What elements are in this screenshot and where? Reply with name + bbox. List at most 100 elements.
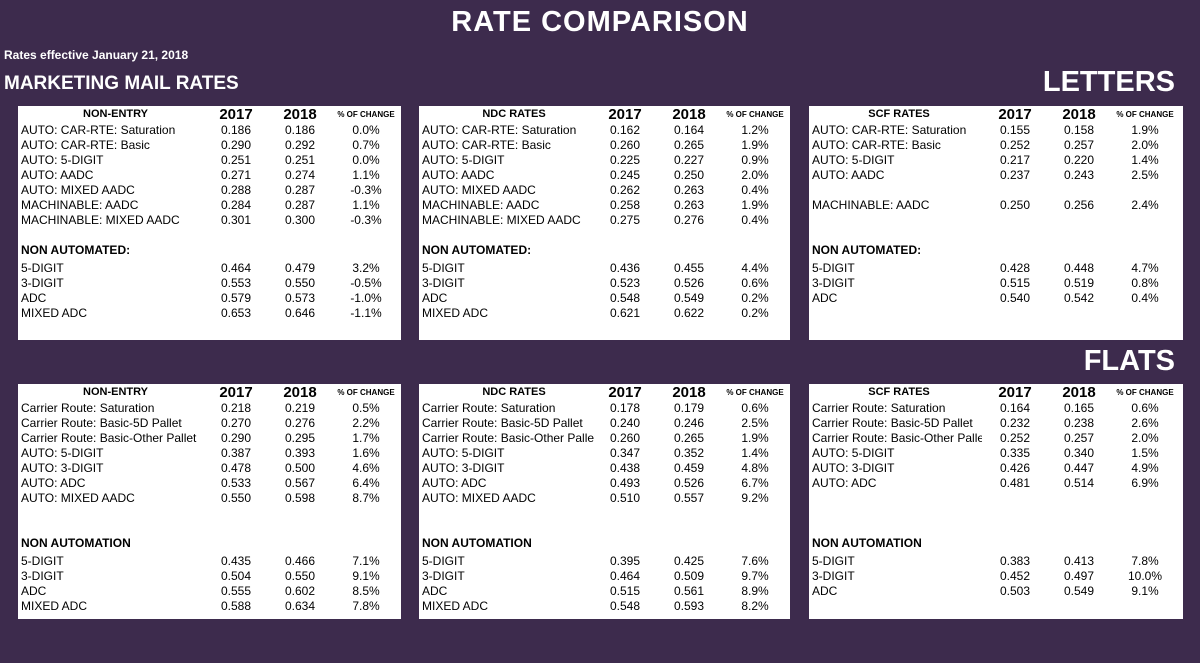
table-row: Carrier Route: Basic-5D Pallet 0.270 0.276…: [18, 416, 401, 431]
row-label: AUTO: ADC: [21, 476, 86, 490]
year-2017-header: 2017: [608, 384, 642, 401]
value-2017: 0.653: [220, 306, 252, 320]
percent-change: 4.8%: [741, 461, 769, 475]
percent-change: 1.2%: [741, 123, 769, 137]
value-2017: 0.438: [609, 461, 641, 475]
value-2017: 0.555: [220, 584, 252, 598]
value-2018: 0.497: [1063, 569, 1095, 583]
percent-change: 4.9%: [1131, 461, 1159, 475]
row-label: AUTO: MIXED AADC: [422, 491, 536, 505]
value-2018: 0.265: [673, 138, 705, 152]
row-label: MACHINABLE: AADC: [422, 198, 540, 212]
table-row: AUTO: CAR-RTE: Basic 0.252 0.257 2.0%: [809, 138, 1183, 153]
value-2017: 0.237: [999, 168, 1031, 182]
table-row: AUTO: CAR-RTE: Saturation 0.186 0.186 0.0%: [18, 123, 401, 138]
value-2018: 0.295: [284, 431, 316, 445]
value-2018: 0.550: [284, 276, 316, 290]
table-row: AUTO: 3-DIGIT 0.478 0.500 4.6%: [18, 461, 401, 476]
percent-change: 3.2%: [352, 261, 380, 275]
percent-change: 8.7%: [352, 491, 380, 505]
table-row: AUTO: CAR-RTE: Basic 0.260 0.265 1.9%: [419, 138, 790, 153]
year-2018-header: 2018: [283, 384, 317, 401]
percent-change: 1.9%: [741, 431, 769, 445]
percent-change: -1.1%: [350, 306, 382, 320]
value-2017: 0.164: [999, 401, 1031, 415]
value-2018: 0.164: [673, 123, 705, 137]
row-label: MACHINABLE: MIXED AADC: [21, 213, 180, 227]
value-2018: 0.227: [673, 153, 705, 167]
flats-ndc-panel: NDC RATES 2017 2018 % OF CHANGE Carrier Rout…: [419, 384, 790, 619]
table-row: 5-DIGIT 0.436 0.455 4.4%: [419, 261, 790, 276]
letters-scf-panel: SCF RATES 2017 2018 % OF CHANGE AUTO: CAR-RT…: [809, 106, 1183, 340]
value-2017: 0.290: [220, 138, 252, 152]
percent-change: 0.4%: [741, 183, 769, 197]
percent-change: 2.0%: [741, 168, 769, 182]
value-2017: 0.252: [999, 431, 1031, 445]
percent-change: 0.0%: [352, 123, 380, 137]
percent-change: 1.4%: [1131, 153, 1159, 167]
percent-change: 7.8%: [352, 599, 380, 613]
row-label: MIXED ADC: [422, 306, 489, 320]
effective-date: Rates effective January 21, 2018: [4, 48, 189, 62]
row-label: 5-DIGIT: [21, 261, 64, 275]
percent-change: 2.4%: [1131, 198, 1159, 212]
value-2017: 0.387: [220, 446, 252, 460]
row-label: Carrier Route: Basic-5D Pallet: [422, 416, 583, 430]
value-2018: 0.526: [673, 476, 705, 490]
value-2017: 0.464: [609, 569, 641, 583]
row-label: AUTO: CAR-RTE: Saturation: [21, 123, 176, 137]
row-label: 5-DIGIT: [812, 554, 855, 568]
table-row: MACHINABLE: MIXED AADC 0.275 0.276 0.4%: [419, 213, 790, 228]
table-row: 3-DIGIT 0.515 0.519 0.8%: [809, 276, 1183, 291]
table-header: NON-ENTRY 2017 2018 % OF CHANGE: [18, 384, 401, 401]
value-2017: 0.533: [220, 476, 252, 490]
table-row: Carrier Route: Saturation 0.164 0.165 0.6%: [809, 401, 1183, 416]
percent-change: 4.4%: [741, 261, 769, 275]
flats-section-title: FLATS: [1083, 345, 1175, 377]
value-2018: 0.447: [1063, 461, 1095, 475]
year-2017-header: 2017: [608, 106, 642, 123]
table-row: 5-DIGIT 0.435 0.466 7.1%: [18, 554, 401, 569]
table-row: AUTO: 5-DIGIT 0.217 0.220 1.4%: [809, 153, 1183, 168]
value-2017: 0.588: [220, 599, 252, 613]
value-2018: 0.220: [1063, 153, 1095, 167]
value-2017: 0.426: [999, 461, 1031, 475]
value-2017: 0.548: [609, 599, 641, 613]
value-2018: 0.567: [284, 476, 316, 490]
value-2018: 0.256: [1063, 198, 1095, 212]
page-title: RATE COMPARISON: [451, 6, 749, 38]
percent-change: 6.7%: [741, 476, 769, 490]
value-2017: 0.275: [609, 213, 641, 227]
row-label: 5-DIGIT: [21, 554, 64, 568]
table-header-label: SCF RATES: [868, 108, 930, 120]
subsection-title: NON AUTOMATION: [422, 536, 532, 550]
value-2018: 0.250: [673, 168, 705, 182]
percent-change: 9.1%: [1131, 584, 1159, 598]
table-row: 5-DIGIT 0.395 0.425 7.6%: [419, 554, 790, 569]
row-label: 3-DIGIT: [812, 569, 855, 583]
value-2017: 0.270: [220, 416, 252, 430]
value-2017: 0.621: [609, 306, 641, 320]
value-2017: 0.504: [220, 569, 252, 583]
table-row: 5-DIGIT 0.428 0.448 4.7%: [809, 261, 1183, 276]
value-2018: 0.413: [1063, 554, 1095, 568]
value-2017: 0.288: [220, 183, 252, 197]
row-label: ADC: [812, 291, 838, 305]
percent-change-header: % OF CHANGE: [1116, 388, 1174, 397]
row-label: AUTO: MIXED AADC: [422, 183, 536, 197]
value-2018: 0.459: [673, 461, 705, 475]
table-row: AUTO: 5-DIGIT 0.335 0.340 1.5%: [809, 446, 1183, 461]
value-2018: 0.257: [1063, 431, 1095, 445]
value-2018: 0.479: [284, 261, 316, 275]
value-2017: 0.347: [609, 446, 641, 460]
value-2018: 0.602: [284, 584, 316, 598]
percent-change: 0.9%: [741, 153, 769, 167]
value-2018: 0.263: [673, 198, 705, 212]
table-row: AUTO: 5-DIGIT 0.225 0.227 0.9%: [419, 153, 790, 168]
row-label: AUTO: 5-DIGIT: [21, 446, 104, 460]
table-row: 5-DIGIT 0.464 0.479 3.2%: [18, 261, 401, 276]
table-row: Carrier Route: Basic-Other Pallet 0.290 0.…: [18, 431, 401, 446]
table-row: ADC 0.579 0.573 -1.0%: [18, 291, 401, 306]
row-spacer: [809, 506, 1183, 536]
row-label: ADC: [422, 291, 448, 305]
